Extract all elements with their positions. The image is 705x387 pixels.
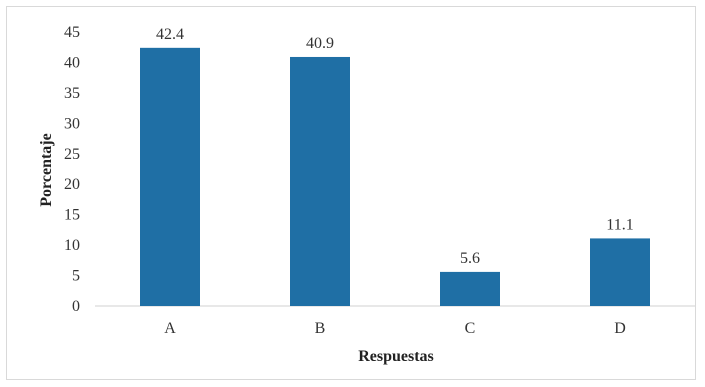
y-axis-title: Porcentaje: [38, 133, 55, 206]
x-axis-title: Respuestas: [358, 348, 434, 365]
y-tick-label: 20: [64, 176, 80, 193]
bar-b: [290, 56, 350, 306]
x-tick-label: B: [315, 320, 326, 337]
y-tick-label: 45: [64, 24, 80, 41]
y-tick-label: 10: [64, 237, 80, 254]
y-tick-label: 35: [64, 85, 80, 102]
data-label-c: 5.6: [460, 250, 480, 267]
y-tick-label: 0: [72, 298, 80, 315]
x-axis-ticks: A B C D: [164, 320, 626, 337]
data-label-d: 11.1: [606, 216, 633, 233]
y-tick-label: 30: [64, 115, 80, 132]
y-tick-label: 15: [64, 207, 80, 224]
y-tick-label: 25: [64, 146, 80, 163]
bar-c: [440, 271, 500, 306]
x-tick-label: C: [465, 320, 476, 337]
y-tick-label: 5: [72, 268, 80, 285]
chart-frame: [6, 6, 696, 380]
y-axis-ticks: 0 5 10 15 20 25 30 35 40 45: [64, 24, 80, 315]
data-label-a: 42.4: [156, 26, 184, 43]
bar-d: [590, 238, 650, 306]
bar-a: [140, 47, 200, 306]
bars: [140, 47, 650, 306]
x-tick-label: D: [614, 320, 626, 337]
y-tick-label: 40: [64, 54, 80, 71]
data-label-b: 40.9: [306, 35, 334, 52]
data-labels: 42.4 40.9 5.6 11.1: [156, 26, 634, 267]
x-tick-label: A: [164, 320, 176, 337]
